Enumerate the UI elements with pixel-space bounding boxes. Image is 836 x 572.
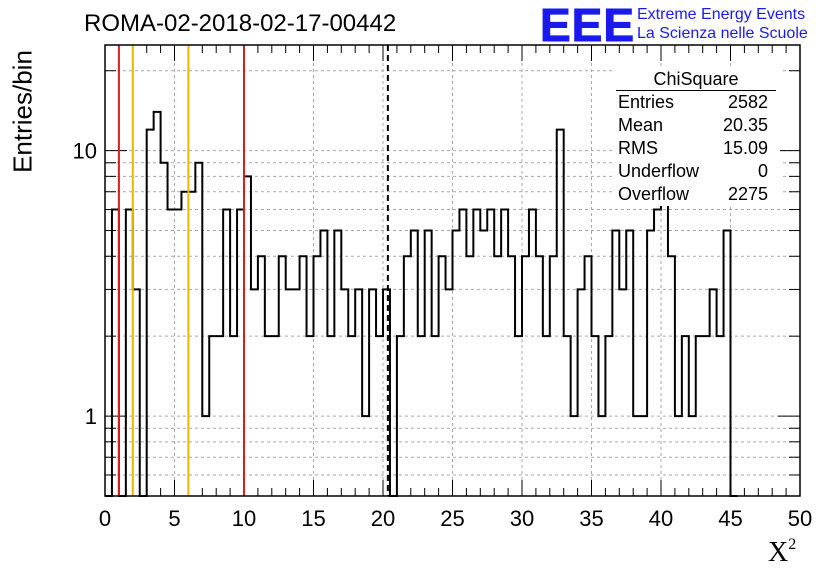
histogram-bar	[293, 289, 300, 496]
histogram-bar	[578, 289, 585, 496]
stats-row-underflow: Underflow 0	[612, 160, 780, 183]
y-tick-label: 10	[73, 139, 97, 164]
histogram-bar	[668, 256, 675, 496]
y-tick-label: 1	[85, 404, 97, 429]
histogram-bar	[341, 289, 348, 496]
x-tick-label: 15	[301, 506, 325, 531]
histogram-bar	[251, 289, 258, 496]
x-tick-label: 5	[168, 506, 180, 531]
histogram-bar	[619, 289, 626, 496]
histogram-bar	[626, 231, 633, 496]
histogram-bar	[279, 256, 286, 496]
histogram-bar	[536, 256, 543, 496]
x-tick-label: 10	[232, 506, 256, 531]
histogram-bar	[494, 256, 501, 496]
histogram-bar	[334, 231, 341, 496]
x-tick-label: 45	[718, 506, 742, 531]
histogram-bar	[161, 163, 168, 496]
histogram-bar	[237, 210, 244, 496]
histogram-bar	[647, 231, 654, 496]
histogram-bar	[355, 289, 362, 496]
histogram-bar	[181, 192, 188, 496]
histogram-bar	[195, 163, 202, 496]
x-axis-label: X2	[768, 536, 796, 569]
chart-title: ROMA-02-2018-02-17-00442	[84, 10, 397, 37]
stats-label: Overflow	[618, 184, 690, 204]
histogram-bar	[404, 256, 411, 496]
x-tick-label: 40	[649, 506, 673, 531]
stats-value: 2582	[727, 92, 768, 112]
logo-line-2: La Scienza nelle Scuole	[637, 25, 808, 42]
stats-label: Underflow	[618, 161, 700, 181]
histogram-bar	[126, 210, 133, 496]
histogram-bar	[612, 231, 619, 496]
histogram-bar	[168, 210, 175, 496]
histogram-bar	[654, 210, 661, 496]
histogram-bar	[133, 289, 140, 496]
histogram-bar	[369, 289, 376, 496]
histogram-bar	[459, 210, 466, 496]
histogram-bar	[439, 256, 446, 496]
histogram-bar	[188, 192, 195, 496]
stats-label: Mean	[618, 115, 664, 135]
histogram-bar	[522, 256, 529, 496]
logo-line-1: Extreme Energy Events	[637, 6, 806, 23]
y-axis-label: Entries/bin	[7, 50, 38, 173]
histogram-bar	[710, 289, 717, 496]
histogram-bar	[112, 210, 119, 496]
histogram-bar	[223, 210, 230, 496]
histogram-bar	[258, 256, 265, 496]
histogram-bar	[487, 210, 494, 496]
histogram-bars	[105, 110, 738, 497]
stats-label: RMS	[618, 138, 658, 158]
histogram-bar	[529, 210, 536, 496]
x-tick-label: 0	[99, 506, 111, 531]
histogram-bar	[154, 112, 161, 496]
x-tick-label: 20	[371, 506, 395, 531]
histogram-bar	[286, 289, 293, 496]
histogram-bar	[473, 210, 480, 496]
x-tick-label: 35	[579, 506, 603, 531]
histogram-bar	[175, 210, 182, 496]
histogram-bar	[300, 256, 307, 496]
histogram-bar	[314, 256, 321, 496]
x-tick-label: 30	[510, 506, 534, 531]
histogram-bar	[480, 231, 487, 496]
x-axis-label-text: X	[768, 537, 789, 568]
stats-value: 15.09	[722, 138, 768, 158]
histogram-outline	[105, 110, 738, 497]
x-tick-label: 25	[440, 506, 464, 531]
histogram-bar	[466, 256, 473, 496]
histogram-bar	[557, 130, 564, 496]
histogram-bar	[383, 289, 390, 496]
x-axis-label-sup: 2	[788, 536, 797, 553]
eee-logo: EEE	[539, 0, 636, 51]
stats-row-entries: Entries 2582	[612, 91, 780, 114]
stats-value: 0	[757, 161, 768, 181]
tick-labels: 0 5 10 15 20 25 30 35 40 45 50 1 10	[73, 139, 813, 531]
stats-value: 2275	[727, 184, 768, 204]
histogram-bar	[425, 231, 432, 496]
histogram-bar	[508, 256, 515, 496]
histogram-bar	[550, 256, 557, 496]
histogram-bar	[320, 231, 327, 496]
histogram-bar	[147, 130, 154, 496]
stats-label: Entries	[618, 92, 675, 112]
reference-lines	[117, 45, 389, 496]
stats-row-overflow: Overflow 2275	[612, 183, 780, 206]
stats-box: ChiSquare Entries 2582 Mean 20.35 RMS 15…	[612, 68, 780, 206]
histogram-bar	[446, 289, 453, 496]
stats-row-rms: RMS 15.09	[612, 137, 780, 160]
histogram-bar	[411, 231, 418, 496]
stats-title: ChiSquare	[616, 68, 776, 91]
histogram-bar	[724, 231, 731, 496]
stats-row-mean: Mean 20.35	[612, 114, 780, 137]
histogram-bar	[585, 256, 592, 496]
plot-frame	[104, 44, 801, 497]
x-tick-label: 50	[788, 506, 812, 531]
histogram-bar	[501, 210, 508, 496]
stats-value: 20.35	[722, 115, 768, 135]
histogram-bar	[453, 231, 460, 496]
